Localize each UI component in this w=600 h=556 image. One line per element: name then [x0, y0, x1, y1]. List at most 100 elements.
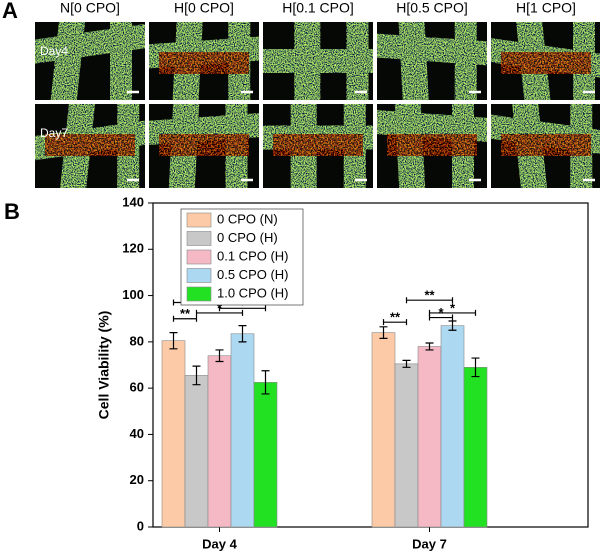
- dead-cells: [501, 134, 591, 156]
- significance-label: **: [390, 310, 401, 325]
- legend-swatch: [186, 249, 212, 265]
- scaffold: [263, 22, 373, 100]
- micrograph: [491, 104, 600, 188]
- error-bar: [471, 357, 480, 378]
- significance-label: *: [450, 300, 456, 315]
- bar: [463, 367, 488, 528]
- tile: [149, 104, 259, 188]
- strut: [273, 134, 363, 156]
- tile: [35, 104, 145, 188]
- scaffold: [377, 22, 487, 100]
- legend-label: 0 CPO (N): [217, 211, 278, 226]
- error-bar: [448, 320, 457, 331]
- micrograph: [377, 22, 487, 100]
- significance-bracket: [172, 315, 198, 322]
- strut: [294, 22, 321, 100]
- y-tick-label: 140: [122, 194, 144, 209]
- strut: [501, 52, 591, 74]
- strut: [346, 22, 369, 100]
- dead-cells: [273, 134, 363, 156]
- row-label: Day7: [40, 126, 68, 140]
- strut: [398, 22, 430, 100]
- bar: [394, 363, 419, 528]
- strut: [501, 134, 591, 156]
- micrograph: [149, 104, 259, 188]
- column-header: H[1 CPO]: [516, 0, 576, 16]
- significance-bracket: [382, 319, 408, 326]
- strut: [159, 52, 249, 74]
- bar: [161, 340, 186, 528]
- bar: [371, 332, 396, 528]
- micrograph: [491, 22, 600, 100]
- strut: [387, 134, 477, 156]
- significance-bracket: [405, 297, 454, 304]
- y-tick-label: 120: [122, 241, 144, 256]
- significance-bracket: [428, 314, 454, 321]
- bar: [184, 375, 209, 528]
- y-tick-label: 100: [122, 287, 144, 302]
- bar: [417, 346, 442, 528]
- tile: [491, 104, 600, 188]
- tile: [377, 104, 487, 188]
- error-bar: [261, 370, 270, 395]
- error-bar: [425, 342, 434, 351]
- legend-swatch: [186, 286, 212, 302]
- y-tick-label: 40: [130, 426, 144, 441]
- y-tick-label: 80: [130, 333, 144, 348]
- strut: [45, 134, 135, 156]
- error-bar: [169, 332, 178, 350]
- bar: [440, 325, 465, 528]
- micrograph: [35, 22, 145, 100]
- error-bar: [238, 325, 247, 343]
- panel-label: A: [2, 0, 18, 23]
- dead-cells: [501, 52, 591, 74]
- tile: [263, 104, 373, 188]
- bar: [207, 355, 232, 528]
- micrograph: [263, 104, 373, 188]
- micrograph: [377, 104, 487, 188]
- tile: [35, 22, 145, 100]
- scaffold: [35, 22, 145, 100]
- column-header: N[0 CPO]: [60, 0, 120, 16]
- micrograph: [263, 22, 373, 100]
- y-tick-label: 0: [137, 518, 144, 533]
- dead-cells: [45, 134, 135, 156]
- significance-label: *: [438, 305, 444, 320]
- tile: [263, 22, 373, 100]
- row-label: Day4: [40, 44, 68, 58]
- strut: [454, 22, 477, 100]
- dead-cells: [159, 52, 249, 74]
- bar: [230, 333, 255, 528]
- tile: [149, 22, 259, 100]
- legend-swatch: [186, 212, 212, 228]
- significance-label: *: [217, 300, 223, 315]
- error-bar: [402, 359, 411, 368]
- tile: [491, 22, 600, 100]
- error-bar: [215, 349, 224, 363]
- bar: [253, 382, 278, 528]
- strut: [110, 22, 132, 100]
- panel-label: B: [4, 199, 20, 224]
- column-header: H[0.1 CPO]: [282, 0, 354, 16]
- plot-frame: [152, 202, 589, 528]
- column-header: H[0.5 CPO]: [396, 0, 468, 16]
- legend-label: 1.0 CPO (H): [217, 285, 289, 300]
- significance-label: **: [180, 306, 191, 321]
- significance-bracket: [218, 305, 267, 312]
- legend-label: 0.5 CPO (H): [217, 267, 289, 282]
- error-bar: [379, 326, 388, 339]
- column-header: H[0 CPO]: [174, 0, 234, 16]
- y-tick-label: 60: [130, 380, 144, 395]
- micrograph: [35, 104, 145, 188]
- legend-swatch: [186, 231, 212, 246]
- y-axis-label: Cell Viability (%): [96, 311, 112, 420]
- legend-label: 0 CPO (H): [217, 230, 278, 245]
- dead-cells: [159, 134, 249, 156]
- dead-cells: [387, 134, 477, 156]
- y-tick-label: 20: [130, 472, 144, 487]
- legend-swatch: [186, 268, 212, 283]
- significance-label: **: [424, 288, 435, 303]
- strut: [159, 134, 249, 156]
- error-bar: [192, 365, 201, 386]
